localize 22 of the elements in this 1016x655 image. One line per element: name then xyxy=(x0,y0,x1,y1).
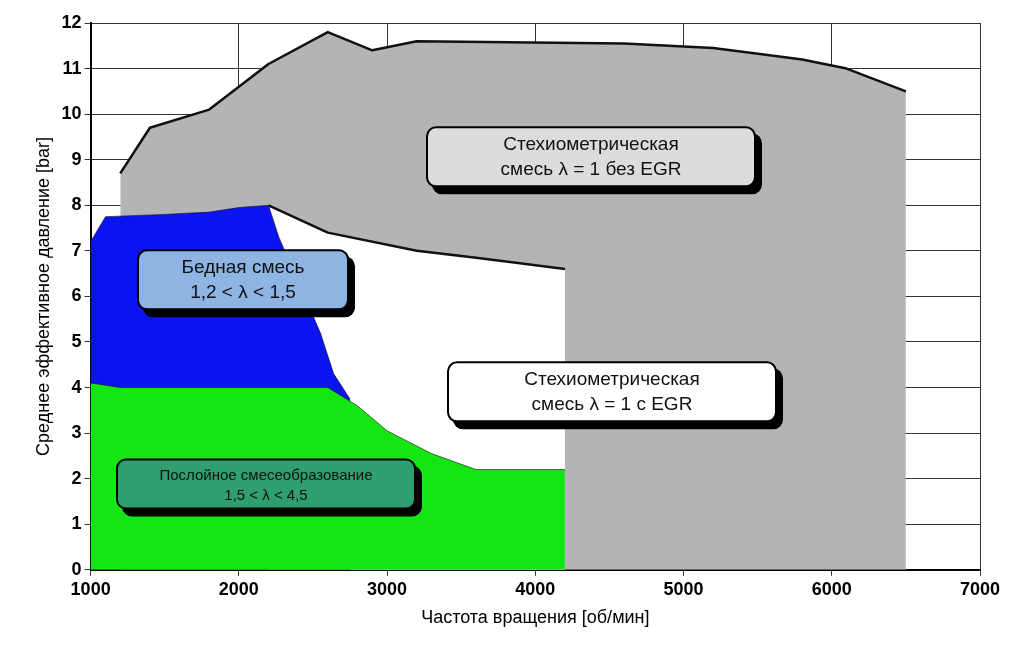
x-tick-label: 3000 xyxy=(367,578,408,599)
y-tick-label: 1 xyxy=(71,513,82,534)
y-tick-label: 9 xyxy=(71,148,82,169)
y-tick-label: 3 xyxy=(71,422,82,443)
x-tick-label: 4000 xyxy=(515,578,556,599)
y-tick-label: 6 xyxy=(71,285,82,306)
x-tick-label: 5000 xyxy=(663,578,704,599)
x-tick-label: 7000 xyxy=(959,578,1001,599)
x-tick-label: 1000 xyxy=(70,578,111,599)
y-tick-label: 7 xyxy=(71,239,82,260)
y-tick-label: 10 xyxy=(61,103,82,124)
y-tick-label: 12 xyxy=(61,11,82,32)
y-tick-label: 4 xyxy=(71,376,82,397)
x-tick-label: 2000 xyxy=(218,578,259,599)
y-tick-label: 5 xyxy=(71,330,82,351)
y-tick-label: 11 xyxy=(62,57,82,78)
y-tick-label: 2 xyxy=(71,467,82,488)
x-axis-title: Частота вращения [об/мин] xyxy=(421,607,650,628)
y-tick-label: 0 xyxy=(71,558,82,579)
y-axis-title: Среднее эффективное давление [bar] xyxy=(32,136,53,456)
y-tick-label: 8 xyxy=(71,194,82,215)
x-tick-label: 6000 xyxy=(811,578,852,599)
